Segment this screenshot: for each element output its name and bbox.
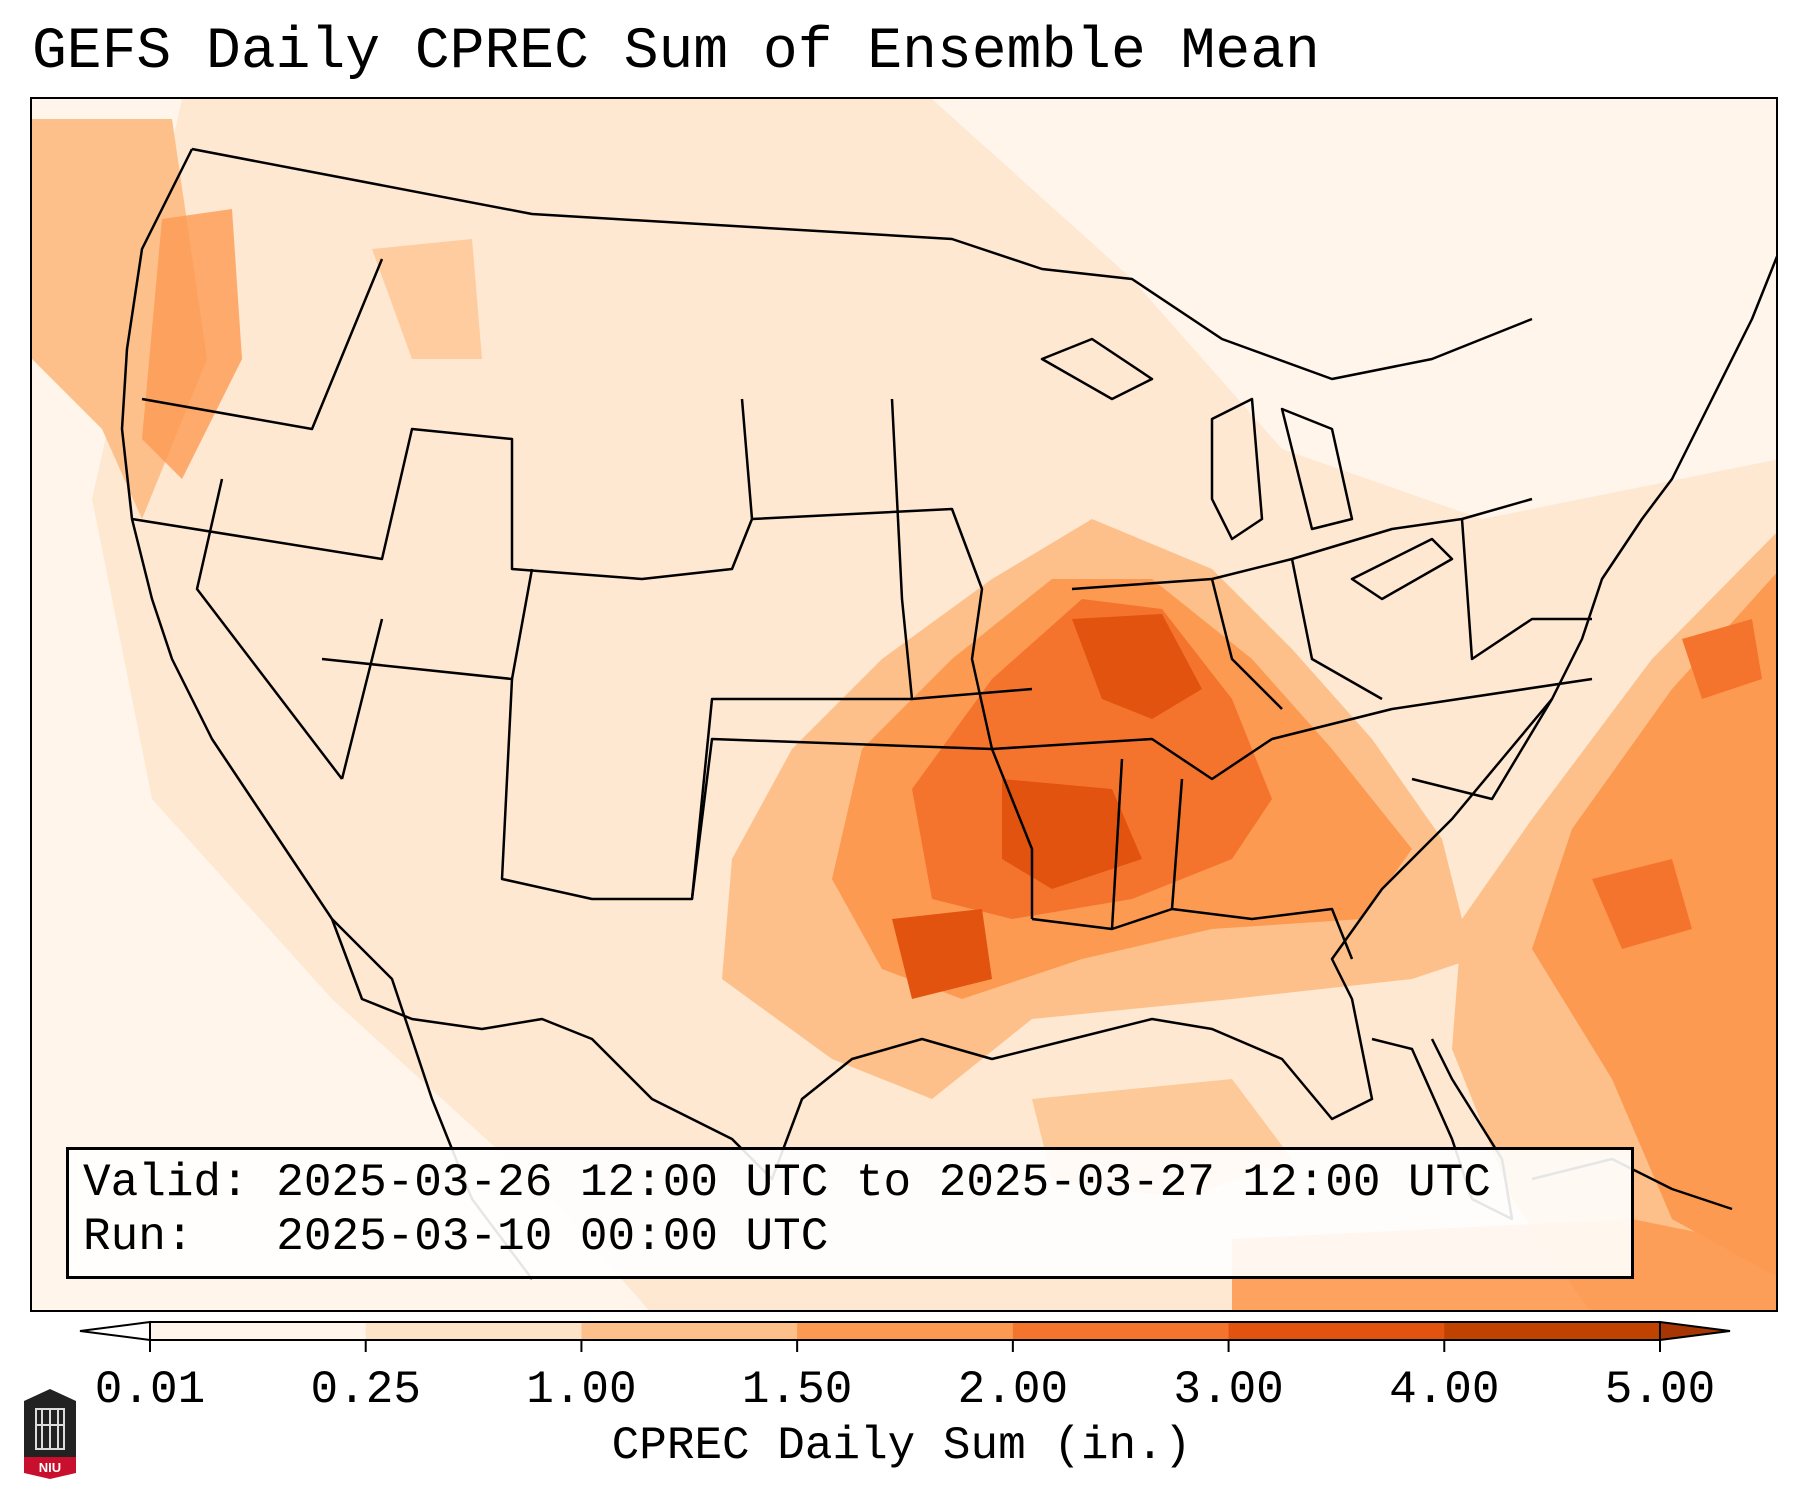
colorbar-extend-low [79, 1320, 151, 1342]
colorbar: 0.01 0.25 1.00 1.50 2.00 3.00 4.00 5.00 [79, 1320, 1731, 1416]
run-label: Run: [83, 1211, 194, 1263]
colorbar-segment [150, 1322, 367, 1340]
colorbar-extend-high [1659, 1320, 1731, 1342]
colorbar-tick-label: 0.01 [95, 1364, 205, 1416]
chart-title: GEFS Daily CPREC Sum of Ensemble Mean [32, 20, 1320, 85]
precip-shading [32, 99, 1776, 1310]
info-box: Valid: 2025-03-26 12:00 UTC to 2025-03-2… [66, 1147, 1634, 1279]
colorbar-tick-label: 5.00 [1605, 1364, 1715, 1416]
map-panel [30, 97, 1778, 1312]
valid-value: 2025-03-26 12:00 UTC to 2025-03-27 12:00… [276, 1157, 1491, 1209]
colorbar-segment [1012, 1322, 1230, 1340]
colorbar-border [149, 1321, 1661, 1341]
colorbar-tick-label: 4.00 [1389, 1364, 1499, 1416]
niu-logo: NIU [24, 1389, 76, 1479]
colorbar-tick-label: 1.50 [742, 1364, 852, 1416]
colorbar-tick-label: 0.25 [311, 1364, 421, 1416]
valid-label: Valid: [83, 1157, 249, 1209]
run-value: 2025-03-10 00:00 UTC [276, 1211, 829, 1263]
colorbar-label: CPREC Daily Sum (in.) [611, 1420, 1192, 1472]
colorbar-segment [797, 1322, 1014, 1340]
colorbar-tick-label: 3.00 [1173, 1364, 1283, 1416]
colorbar-segment [581, 1322, 798, 1340]
colorbar-tick-label: 1.00 [526, 1364, 636, 1416]
colorbar-tick-label: 2.00 [958, 1364, 1068, 1416]
colorbar-segment [365, 1322, 582, 1340]
logo-text: NIU [39, 1460, 61, 1475]
colorbar-segment [1228, 1322, 1445, 1340]
precip-map [32, 99, 1776, 1310]
colorbar-segment [1444, 1322, 1661, 1340]
